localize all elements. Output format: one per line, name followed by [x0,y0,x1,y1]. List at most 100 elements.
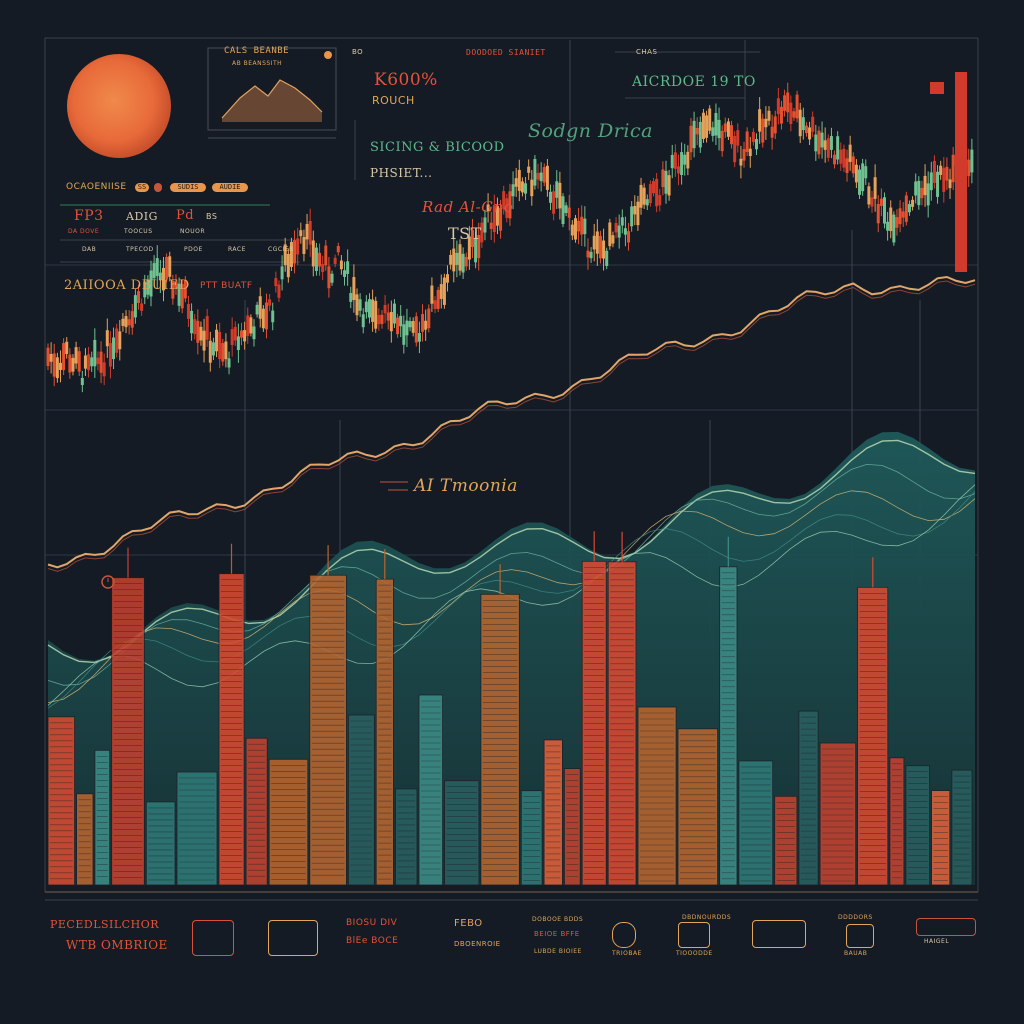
footer-item-3[interactable]: DOBOOE BDDS [532,916,584,923]
building [607,561,637,886]
header-label-left: BO [352,48,364,56]
candle-body [377,314,381,325]
candle-body [427,308,431,329]
candle-body [595,231,599,254]
candle-body [489,222,493,229]
building [268,758,309,886]
candle-body [801,117,805,131]
candle-body [180,284,184,309]
candle-body [177,283,181,306]
candle-body [836,136,840,160]
dashboard-pill-3[interactable]: SUDIS [170,183,206,192]
candle-body [233,326,237,341]
candle-body [302,237,306,254]
candle-body [714,113,718,136]
footer-vehicle-icon[interactable] [268,920,318,956]
candle-body [592,235,596,250]
candle-body [140,303,144,311]
candle-body [627,231,631,243]
candle-body [733,136,737,163]
candle-body [149,270,153,297]
candle-body [152,263,156,279]
footer-bar-chart-icon[interactable] [752,920,806,948]
candle-body [274,278,278,287]
footer-calculator-icon[interactable] [192,920,234,956]
candle-body [268,299,272,306]
candle-body [951,154,955,183]
stat-1: FP3 [74,208,104,224]
candle-body [205,316,209,340]
candle-body [620,217,624,226]
candle-body [936,171,940,197]
candle-body [642,187,646,205]
candle-body [296,238,300,255]
badge-label: AICRDOE 19 TO [632,74,756,90]
candle-body [380,314,384,324]
footer-item-3b: BEIOE BFFE [534,930,580,938]
candle-body [318,252,322,267]
building [418,694,444,886]
candle-body [545,165,549,190]
footer-chart-icon[interactable] [678,922,710,948]
candle-body [542,167,546,183]
candle-body [436,289,440,309]
candle-body [461,253,465,273]
section-subtitle: PTT BUATF [200,281,253,291]
candle-body [386,312,390,321]
candle-body [449,254,453,265]
candle-body [808,127,812,140]
candle-body [486,204,490,212]
candle-body [202,330,206,351]
dashboard-pill-1[interactable]: SS [135,183,149,192]
candle-body [730,125,734,145]
dashboard-pill-4[interactable]: AUDIE [212,183,248,192]
candle-body [833,154,837,165]
candle-body [736,130,740,146]
candle-body [208,340,212,363]
candle-body [433,300,437,309]
footer-handshake-icon[interactable] [846,924,874,948]
footer-tag-icon[interactable] [916,918,976,936]
candle-body [926,183,930,206]
candle-body [442,277,446,305]
candle-body [817,130,821,155]
dashboard-pill-2[interactable] [154,183,162,192]
candle-body [549,191,553,203]
building [309,574,347,886]
candle-body [371,299,375,322]
candle-body [564,205,568,213]
stat-row-5: CGCIEB [268,246,294,253]
candle-body [798,109,802,137]
footer-person-icon[interactable] [612,922,636,948]
footer-brand-sub: WTB OMBRIOE [66,938,168,952]
city-skyline [47,531,973,886]
candle-body [967,159,971,177]
candle-body [652,181,656,194]
candle-body [68,354,72,373]
candle-body [814,134,818,152]
candle-body [970,149,974,173]
candle-body [614,223,618,233]
candle-body [392,303,396,324]
stat-caption-2: TOOCUS [124,228,153,235]
candle-body [879,198,883,206]
candle-body [93,339,97,367]
candle-body [137,291,141,304]
candle-body [115,328,119,353]
candle-body [118,331,122,350]
candle-body [608,222,612,247]
price-subtitle: ROUCH [372,94,415,107]
candle-body [367,299,371,318]
candle-body [218,331,222,360]
building [375,578,394,886]
candle-body [633,205,637,215]
footer-item-2[interactable]: FEBO [454,918,483,929]
candle-body [854,164,858,183]
candle-body [62,343,66,371]
footer-item-1[interactable]: BIOSU DIV [346,918,398,928]
candle-body [280,266,284,280]
candle-body [258,296,262,319]
candle-body [914,181,918,196]
candle-body [502,191,506,210]
candle-body [193,319,197,335]
